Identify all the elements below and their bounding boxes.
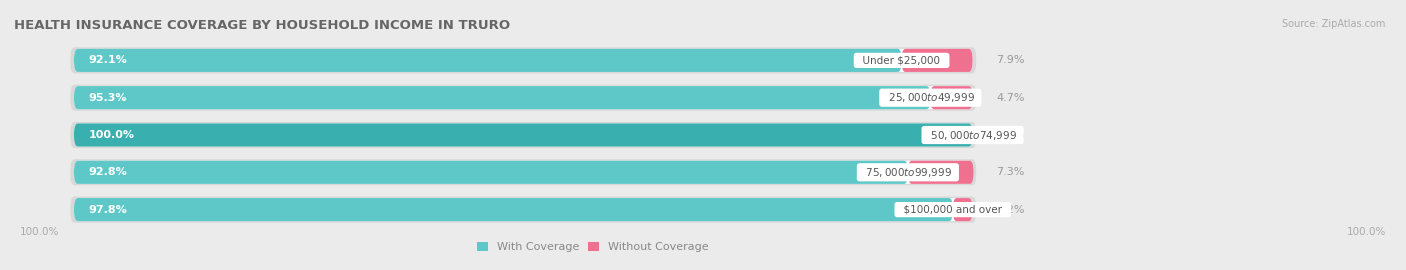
Text: 97.8%: 97.8% bbox=[89, 205, 127, 215]
FancyBboxPatch shape bbox=[75, 86, 973, 109]
Text: 92.1%: 92.1% bbox=[89, 55, 127, 65]
FancyBboxPatch shape bbox=[75, 49, 901, 72]
FancyBboxPatch shape bbox=[908, 161, 973, 184]
FancyBboxPatch shape bbox=[75, 161, 908, 184]
Text: $25,000 to $49,999: $25,000 to $49,999 bbox=[882, 91, 979, 104]
Text: 100.0%: 100.0% bbox=[89, 130, 135, 140]
Text: $100,000 and over: $100,000 and over bbox=[897, 205, 1008, 215]
Text: Under $25,000: Under $25,000 bbox=[856, 55, 946, 65]
FancyBboxPatch shape bbox=[75, 86, 931, 109]
FancyBboxPatch shape bbox=[70, 122, 976, 148]
FancyBboxPatch shape bbox=[70, 47, 976, 73]
FancyBboxPatch shape bbox=[75, 49, 973, 72]
Text: 0.0%: 0.0% bbox=[997, 130, 1025, 140]
FancyBboxPatch shape bbox=[953, 198, 973, 221]
Text: 4.7%: 4.7% bbox=[997, 93, 1025, 103]
Text: 7.9%: 7.9% bbox=[997, 55, 1025, 65]
Text: 92.8%: 92.8% bbox=[89, 167, 127, 177]
FancyBboxPatch shape bbox=[75, 198, 973, 221]
Text: $75,000 to $99,999: $75,000 to $99,999 bbox=[859, 166, 956, 179]
FancyBboxPatch shape bbox=[75, 161, 973, 184]
Text: $50,000 to $74,999: $50,000 to $74,999 bbox=[924, 129, 1021, 141]
Text: 100.0%: 100.0% bbox=[20, 227, 59, 237]
Text: 95.3%: 95.3% bbox=[89, 93, 127, 103]
FancyBboxPatch shape bbox=[70, 197, 976, 223]
FancyBboxPatch shape bbox=[75, 123, 973, 147]
Text: 7.3%: 7.3% bbox=[997, 167, 1025, 177]
Text: 100.0%: 100.0% bbox=[1347, 227, 1386, 237]
Text: 2.2%: 2.2% bbox=[997, 205, 1025, 215]
Text: Source: ZipAtlas.com: Source: ZipAtlas.com bbox=[1281, 19, 1385, 29]
Legend: With Coverage, Without Coverage: With Coverage, Without Coverage bbox=[472, 238, 713, 257]
FancyBboxPatch shape bbox=[75, 198, 953, 221]
FancyBboxPatch shape bbox=[70, 85, 976, 111]
FancyBboxPatch shape bbox=[931, 86, 973, 109]
FancyBboxPatch shape bbox=[901, 49, 973, 72]
FancyBboxPatch shape bbox=[70, 159, 976, 185]
FancyBboxPatch shape bbox=[75, 123, 973, 147]
Text: HEALTH INSURANCE COVERAGE BY HOUSEHOLD INCOME IN TRURO: HEALTH INSURANCE COVERAGE BY HOUSEHOLD I… bbox=[14, 19, 510, 32]
